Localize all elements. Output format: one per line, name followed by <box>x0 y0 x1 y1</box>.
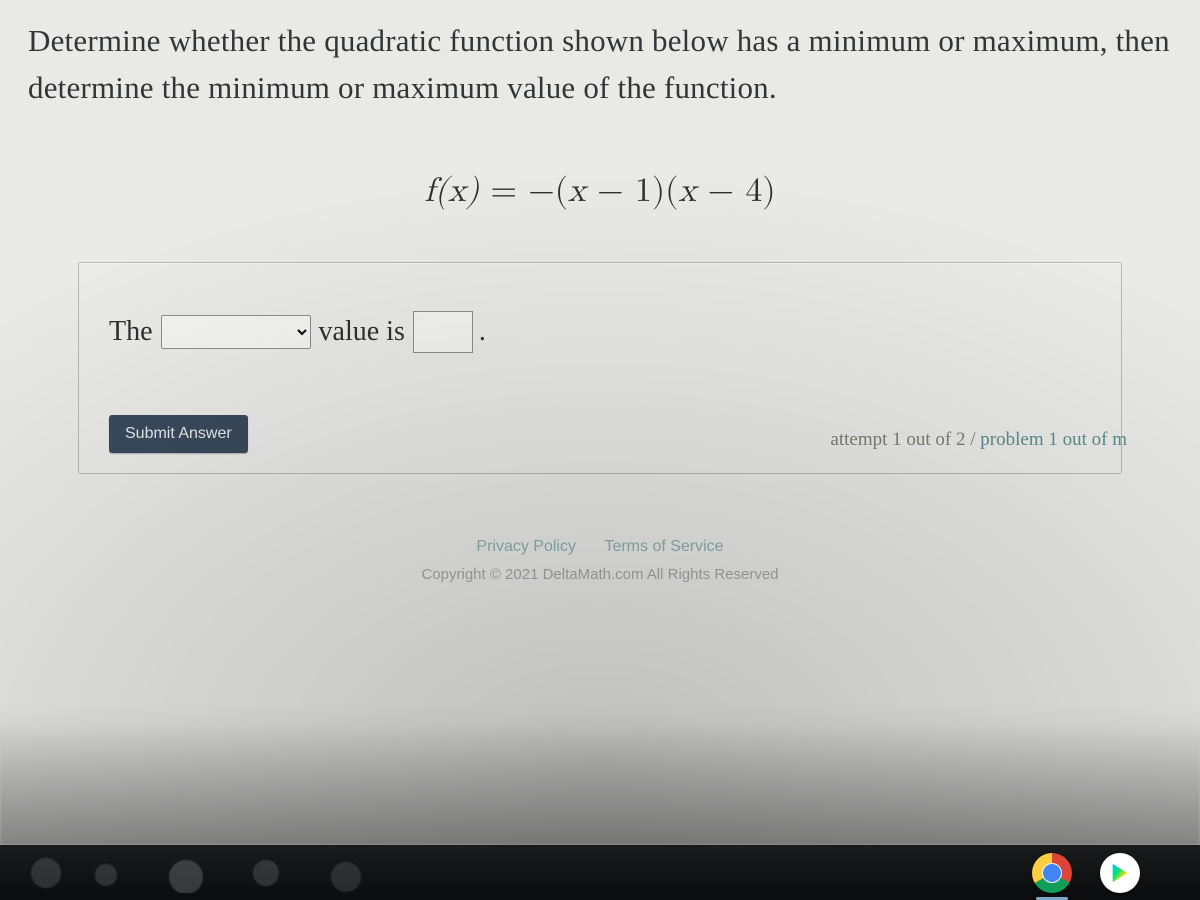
eq-f1-close: ) <box>652 174 665 208</box>
value-input[interactable] <box>414 312 472 352</box>
problem-count: problem 1 out of m <box>980 429 1127 450</box>
taskbar-icons <box>1032 853 1200 893</box>
value-input-wrap <box>413 311 473 353</box>
screen-glare <box>0 725 1200 845</box>
eq-equals: = <box>479 174 528 208</box>
attempt-sep: / <box>966 429 981 450</box>
footer-links: Privacy Policy Terms of Service <box>28 538 1172 556</box>
taskbar-left-smudge <box>16 853 436 893</box>
eq-f2-close: ) <box>762 174 775 208</box>
eq-lhs: f(x) <box>424 174 479 208</box>
equation: f(x) = −(x − 1)(x − 4) <box>28 171 1172 212</box>
label-the: The <box>109 316 153 348</box>
answer-panel: The minimummaximum value is . Submit Ans… <box>78 262 1122 474</box>
privacy-link[interactable]: Privacy Policy <box>476 538 576 555</box>
label-period: . <box>479 316 486 348</box>
eq-f1-op: − <box>586 174 635 208</box>
submit-button[interactable]: Submit Answer <box>109 415 248 453</box>
eq-f2-num: 4 <box>745 174 762 208</box>
chrome-icon[interactable] <box>1032 853 1072 893</box>
eq-f2-op: − <box>696 174 745 208</box>
eq-f1-open: ( <box>555 174 568 208</box>
eq-f1-var: x <box>568 174 586 208</box>
eq-f2-open: ( <box>665 174 678 208</box>
question-prompt: Determine whether the quadratic function… <box>28 18 1172 111</box>
label-value-is: value is <box>319 316 405 348</box>
chrome-active-indicator <box>1036 897 1068 900</box>
attempt-count: attempt 1 out of 2 <box>830 429 965 450</box>
attempt-status: attempt 1 out of 2 / problem 1 out of m <box>830 429 1127 451</box>
play-store-icon[interactable] <box>1100 853 1140 893</box>
copyright-text: Copyright © 2021 DeltaMath.com All Right… <box>28 566 1172 583</box>
page-root: Determine whether the quadratic function… <box>0 0 1200 900</box>
answer-line: The minimummaximum value is . <box>109 311 1091 353</box>
min-max-select[interactable]: minimummaximum <box>161 315 311 349</box>
eq-neg: − <box>528 174 554 208</box>
taskbar <box>0 845 1200 900</box>
play-triangle-icon <box>1109 862 1131 884</box>
terms-link[interactable]: Terms of Service <box>604 538 723 555</box>
eq-f1-num: 1 <box>635 174 652 208</box>
eq-f2-var: x <box>678 174 696 208</box>
